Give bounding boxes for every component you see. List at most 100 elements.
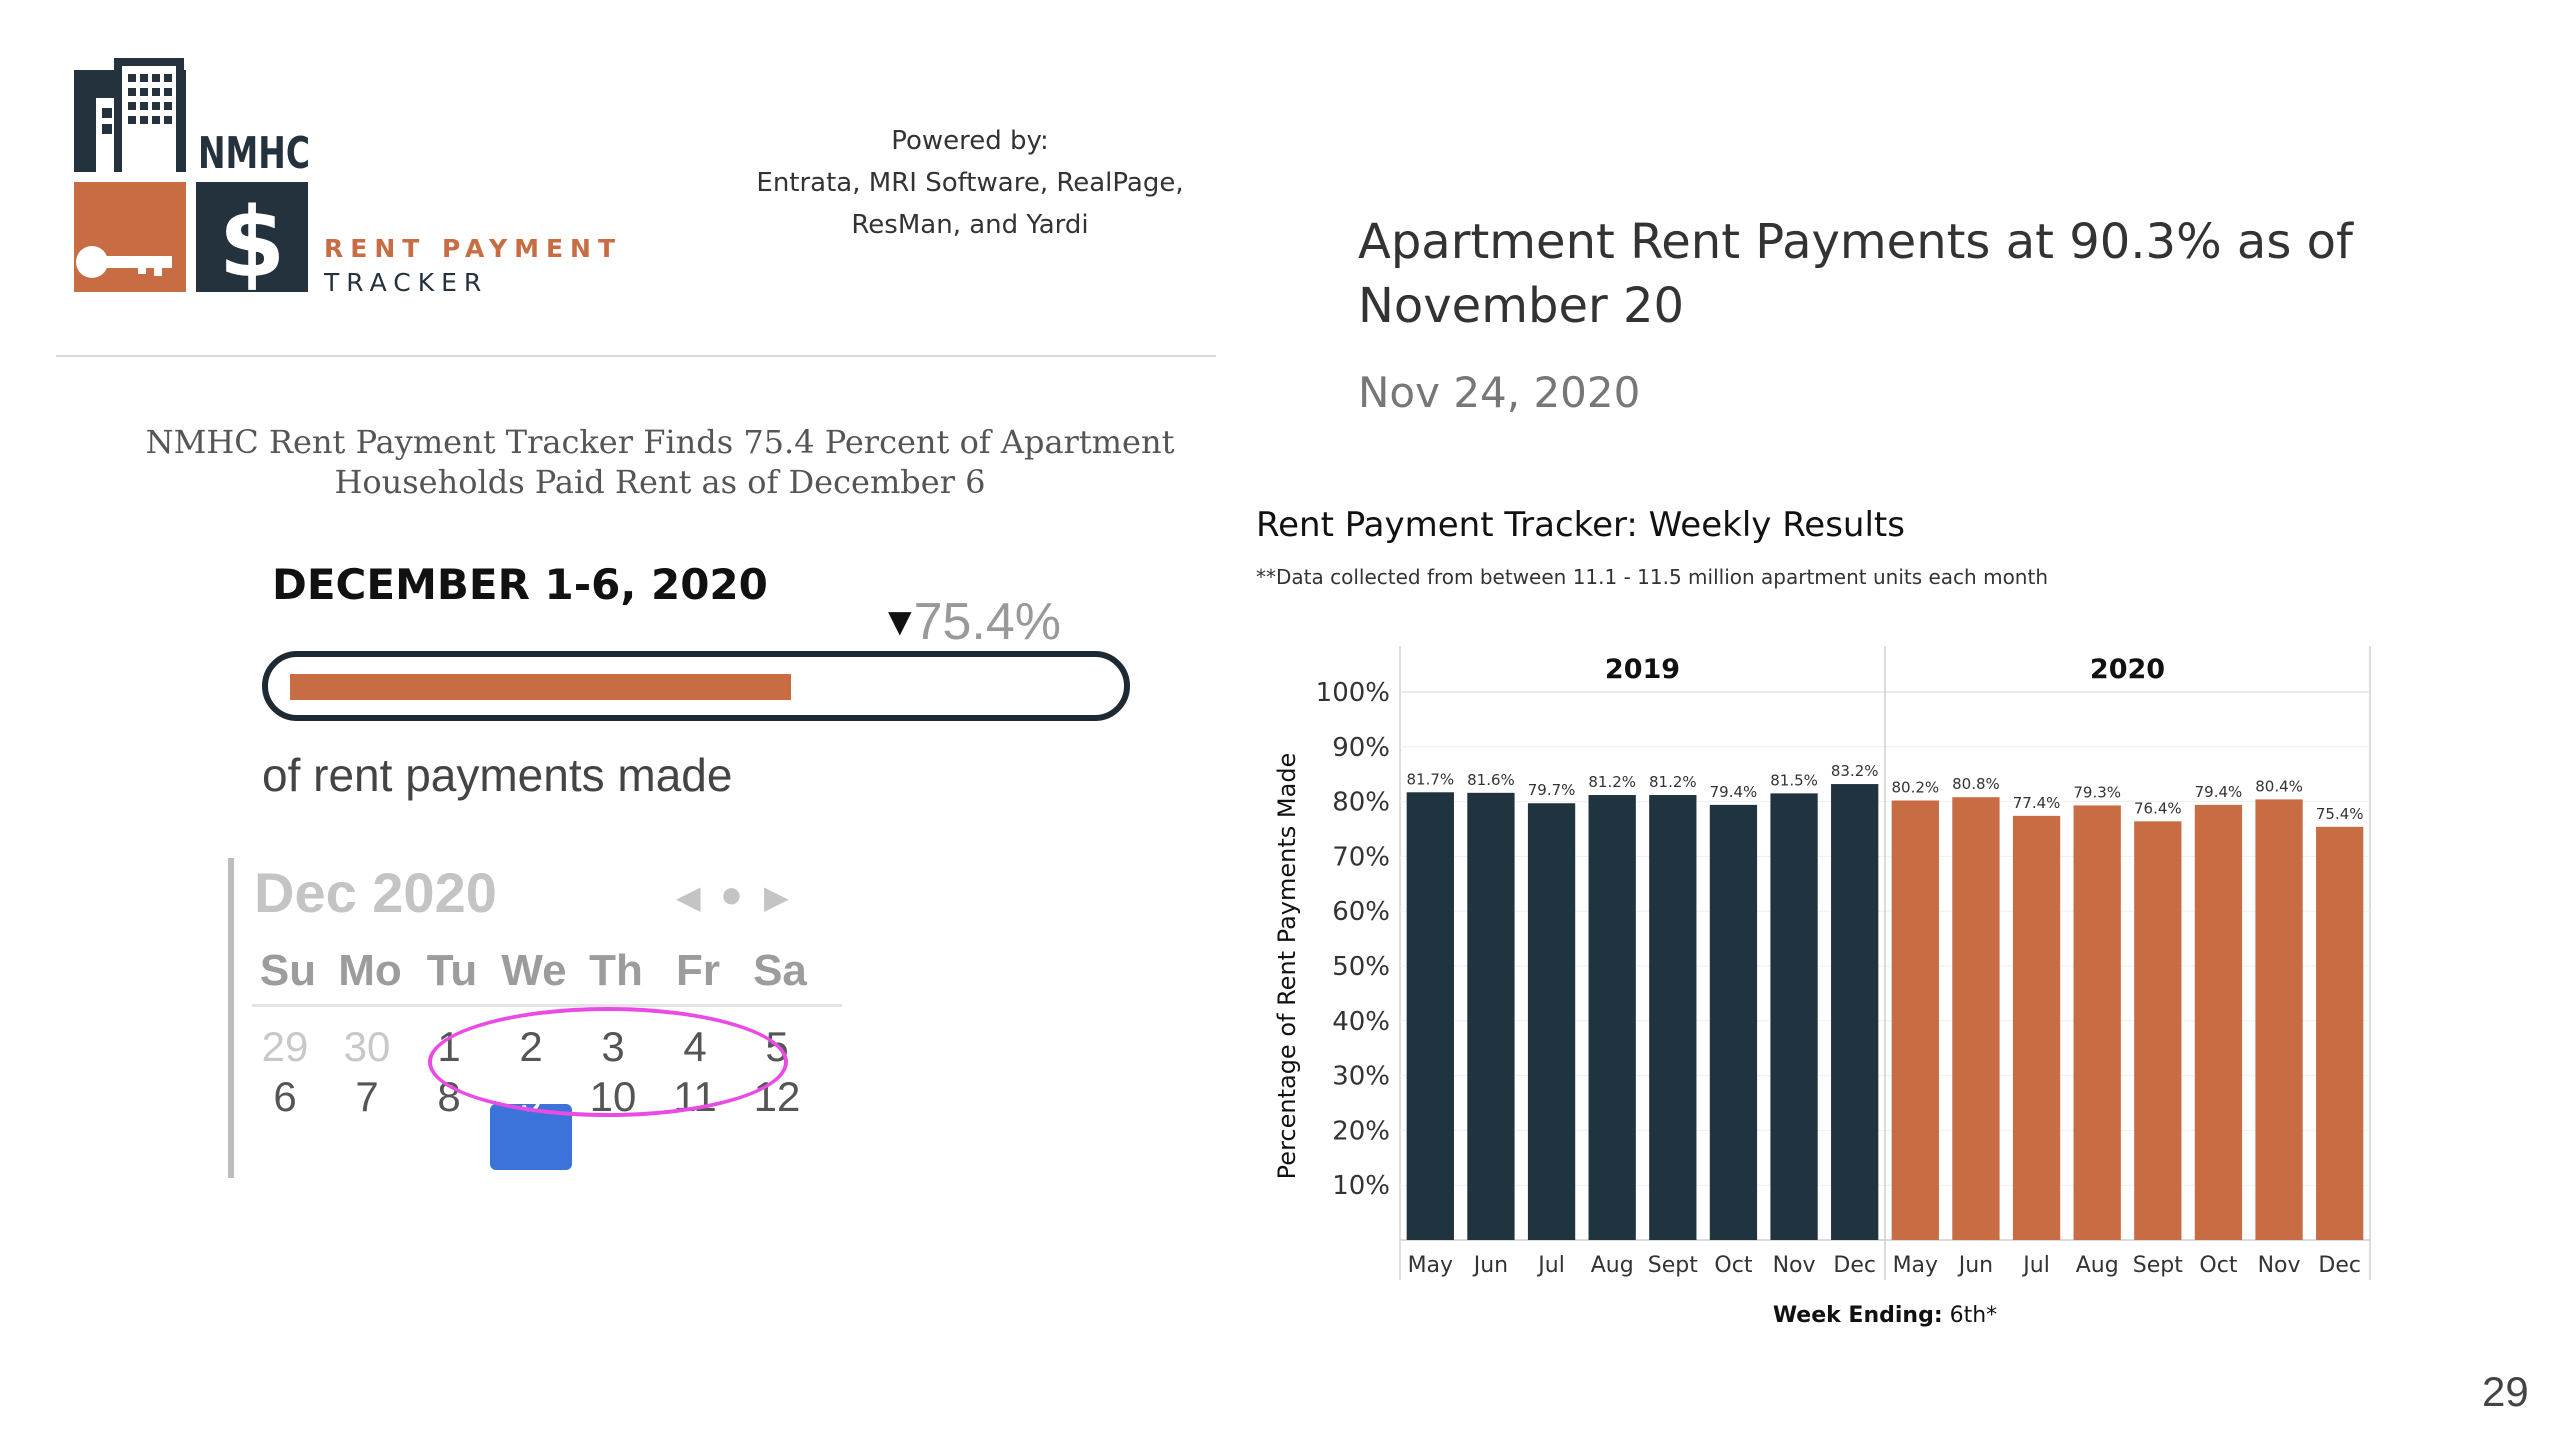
calendar-weekday-we: We <box>501 946 567 995</box>
bar-value-label: 75.4% <box>2316 805 2364 823</box>
x-tick-label: Nov <box>1773 1253 1816 1278</box>
bar-2020-nov <box>2255 799 2303 1240</box>
calendar-weekday-th: Th <box>589 946 643 995</box>
y-tick-label: 70% <box>1332 842 1390 872</box>
logo-line2: TRACKER <box>324 268 489 297</box>
svg-text:$: $ <box>219 187 286 298</box>
y-tick-label: 20% <box>1332 1116 1390 1146</box>
y-tick-label: 60% <box>1332 897 1390 927</box>
x-tick-label: May <box>1408 1253 1453 1278</box>
y-tick-label: 100% <box>1316 678 1390 708</box>
bar-2019-oct <box>1709 804 1758 1240</box>
bar-2020-sept <box>2134 821 2182 1240</box>
x-tick-label: Jun <box>1957 1253 1993 1278</box>
bar-2020-aug <box>2073 805 2121 1240</box>
bar-2019-jun <box>1467 792 1515 1240</box>
calendar-day[interactable]: 29 <box>261 1023 309 1070</box>
x-tick-label: Oct <box>1714 1253 1752 1278</box>
y-tick-label: 90% <box>1332 733 1390 763</box>
article-title: Apartment Rent Payments at 90.3% as of N… <box>1358 210 2358 338</box>
calendar-day[interactable]: 7 <box>355 1073 379 1120</box>
bar-value-label: 79.4% <box>1710 783 1758 801</box>
x-tick-label: Jul <box>1536 1253 1565 1278</box>
x-axis-label: Week Ending: 6th* <box>1773 1303 1997 1328</box>
progress-bar <box>262 651 1130 721</box>
powered-by-line2: ResMan, and Yardi <box>851 210 1089 240</box>
bar-value-label: 79.7% <box>1528 781 1576 799</box>
bar-2020-jun <box>1952 797 2000 1240</box>
bar-2020-jul <box>2012 815 2061 1240</box>
group-label-2019: 2019 <box>1605 654 1680 685</box>
calendar-weekday-tu: Tu <box>426 946 478 995</box>
progress-percent-label: 75.4% <box>913 593 1062 651</box>
chevron-right-icon[interactable]: ▶ <box>764 879 789 915</box>
headline-line2: Households Paid Rent as of December 6 <box>334 463 986 501</box>
bar-value-label: 81.2% <box>1649 773 1697 791</box>
article-title-line1: Apartment Rent Payments at 90.3% as of <box>1358 214 2353 270</box>
bar-2019-aug <box>1588 795 1636 1240</box>
calendar-day[interactable]: 30 <box>343 1023 391 1070</box>
calendar-day[interactable]: 6 <box>273 1073 297 1120</box>
bar-2020-oct <box>2194 804 2243 1240</box>
logo-line1: RENT PAYMENT <box>324 234 623 263</box>
bar-value-label: 77.4% <box>2013 794 2061 812</box>
bar-value-label: 81.5% <box>1770 771 1818 789</box>
x-tick-label: Sept <box>1648 1253 1698 1278</box>
bar-2020-dec <box>2316 826 2364 1240</box>
calendar-weekday-su: Su <box>259 946 317 995</box>
calendar-selected-day-highlight <box>490 1104 572 1170</box>
x-tick-label: Nov <box>2258 1253 2301 1278</box>
bar-2019-sept <box>1649 795 1697 1240</box>
x-tick-label: Sept <box>2133 1253 2183 1278</box>
x-tick-label: Dec <box>2318 1253 2361 1278</box>
article-date: Nov 24, 2020 <box>1358 368 1641 417</box>
x-tick-label: Jul <box>2021 1253 2050 1278</box>
x-tick-label: Aug <box>1591 1253 1634 1278</box>
today-dot-icon[interactable]: ● <box>720 874 743 916</box>
bar-value-label: 80.2% <box>1891 779 1939 797</box>
chart-title: Rent Payment Tracker: Weekly Results <box>1256 505 1905 545</box>
calendar-weekday-header: Su Mo Tu We Th Fr Sa <box>252 946 842 1007</box>
x-tick-label: Dec <box>1833 1253 1876 1278</box>
calendar-weekday-mo: Mo <box>338 946 402 995</box>
y-tick-label: 10% <box>1332 1171 1390 1201</box>
bar-2019-jul <box>1527 803 1576 1240</box>
headline-line1: NMHC Rent Payment Tracker Finds 75.4 Per… <box>145 423 1175 461</box>
y-tick-label: 80% <box>1332 788 1390 818</box>
y-tick-label: 40% <box>1332 1007 1390 1037</box>
logo-brand-text: NMHC <box>198 128 310 179</box>
calendar-month-label: Dec 2020 <box>254 861 497 924</box>
y-tick-label: 30% <box>1332 1062 1390 1092</box>
powered-by-heading: Powered by: <box>891 126 1049 156</box>
y-axis-label: Percentage of Rent Payments Made <box>1273 753 1301 1180</box>
headline: NMHC Rent Payment Tracker Finds 75.4 Per… <box>100 422 1220 502</box>
bar-value-label: 81.2% <box>1588 773 1636 791</box>
triangle-down-icon: ▼ <box>880 600 920 644</box>
bar-2019-nov <box>1770 793 1818 1240</box>
chart-subtitle: **Data collected from between 11.1 - 11.… <box>1256 565 2048 589</box>
calendar-weekday-sa: Sa <box>753 946 807 995</box>
calendar-weekday-fr: Fr <box>676 946 720 995</box>
highlight-ellipse <box>428 1007 788 1117</box>
group-label-2020: 2020 <box>2090 654 2165 685</box>
nmhc-logo: $ NMHC RENT PAYMENT TRACKER <box>74 58 634 299</box>
bar-2020-may <box>1891 800 1939 1240</box>
powered-by-line1: Entrata, MRI Software, RealPage, <box>756 168 1184 198</box>
bar-value-label: 79.3% <box>2073 783 2121 801</box>
progress-caption: of rent payments made <box>262 749 733 801</box>
powered-by: Powered by: Entrata, MRI Software, RealP… <box>720 120 1220 246</box>
divider <box>56 355 1216 357</box>
x-tick-label: May <box>1893 1253 1938 1278</box>
page-number: 29 <box>2482 1368 2529 1415</box>
x-tick-label: Jun <box>1472 1253 1508 1278</box>
chevron-left-icon[interactable]: ◀ <box>676 879 701 915</box>
progress-bar-fill <box>290 674 791 700</box>
progress-title: DECEMBER 1-6, 2020 <box>272 560 768 609</box>
bar-value-label: 83.2% <box>1831 762 1879 780</box>
x-tick-label: Aug <box>2076 1253 2119 1278</box>
logo-mark-icon: $ NMHC <box>74 58 310 299</box>
bar-2019-dec <box>1831 784 1879 1240</box>
bar-value-label: 80.4% <box>2255 777 2303 795</box>
bar-value-label: 81.6% <box>1467 771 1515 789</box>
progress-marker: ▼75.4% <box>880 592 1061 652</box>
